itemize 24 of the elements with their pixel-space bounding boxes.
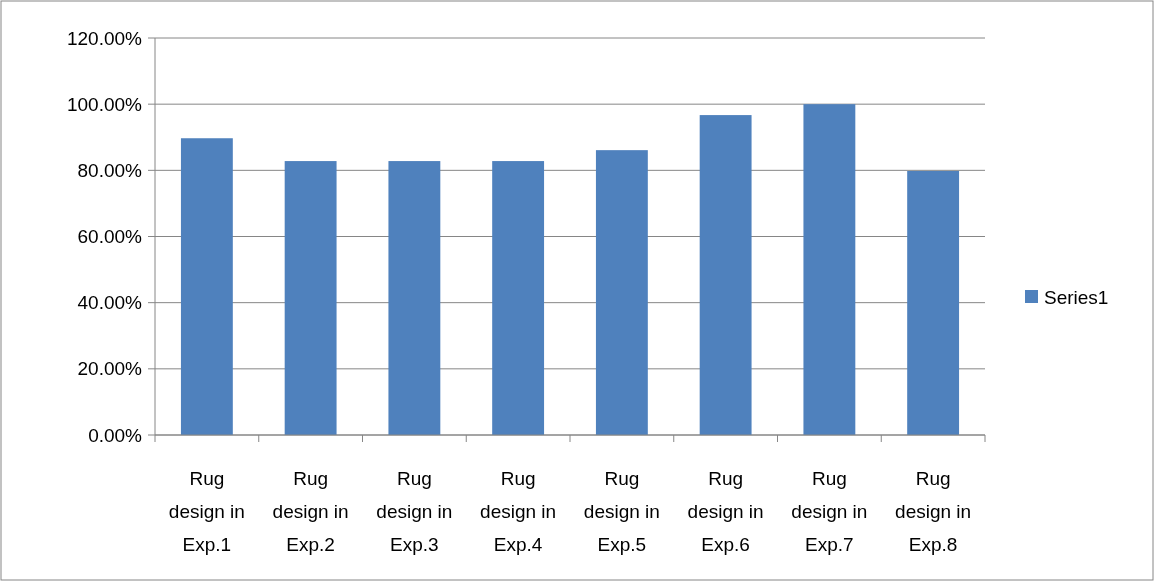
x-tick-label: Rug design in Exp.4 bbox=[480, 468, 557, 555]
bar bbox=[388, 161, 441, 435]
x-tick-label: Rug design in Exp.5 bbox=[583, 468, 660, 555]
bar bbox=[284, 161, 337, 435]
x-tick-label: Rug design in Exp.3 bbox=[376, 468, 453, 555]
y-tick-label: 40.00% bbox=[77, 292, 143, 314]
x-tick-label: Rug design in Exp.2 bbox=[272, 468, 349, 555]
bar bbox=[180, 138, 233, 435]
bar bbox=[492, 161, 545, 435]
x-tick-label: Rug design in Exp.7 bbox=[791, 468, 868, 555]
y-tick-label: 20.00% bbox=[77, 358, 143, 380]
x-tick-label: Rug design in Exp.1 bbox=[168, 468, 245, 555]
bar bbox=[907, 171, 960, 435]
x-tick-label: Rug design in Exp.6 bbox=[687, 468, 764, 555]
bar bbox=[699, 115, 752, 435]
bar bbox=[595, 150, 648, 435]
y-tick-label: 60.00% bbox=[77, 226, 143, 248]
y-tick-label: 0.00% bbox=[88, 424, 143, 446]
x-tick-label: Rug design in Exp.8 bbox=[895, 468, 972, 555]
y-tick-label: 100.00% bbox=[66, 93, 143, 115]
y-tick-label: 80.00% bbox=[77, 159, 143, 181]
y-tick-label: 120.00% bbox=[66, 27, 143, 49]
bar bbox=[803, 104, 856, 435]
legend-label: Series1 bbox=[1044, 286, 1109, 308]
